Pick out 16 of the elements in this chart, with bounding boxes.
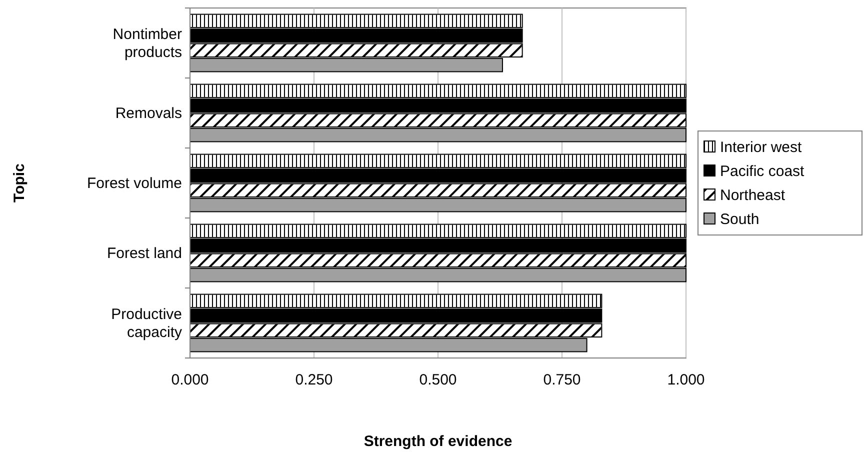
y-tick-label: Forest land bbox=[106, 245, 182, 262]
x-tick-label: 1.000 bbox=[667, 372, 705, 389]
x-tick-label: 0.500 bbox=[419, 372, 457, 389]
y-tick-label: Forest volume bbox=[86, 175, 182, 192]
x-axis-title: Strength of evidence bbox=[364, 433, 512, 450]
legend-label: Pacific coast bbox=[720, 163, 806, 180]
y-tick-label: Nontimber products bbox=[112, 26, 182, 61]
x-tick-label: 0.750 bbox=[543, 372, 581, 389]
y-tick-label: Removals bbox=[115, 105, 182, 122]
legend-label: Interior west bbox=[720, 139, 803, 156]
x-tick-label: 0.000 bbox=[171, 372, 209, 389]
y-tick-label: Productive capacity bbox=[111, 306, 182, 341]
x-tick-label: 0.250 bbox=[295, 372, 333, 389]
y-axis-title: Topic bbox=[11, 164, 28, 202]
legend-label: South bbox=[720, 211, 760, 228]
legend-label: Northeast bbox=[720, 187, 786, 204]
